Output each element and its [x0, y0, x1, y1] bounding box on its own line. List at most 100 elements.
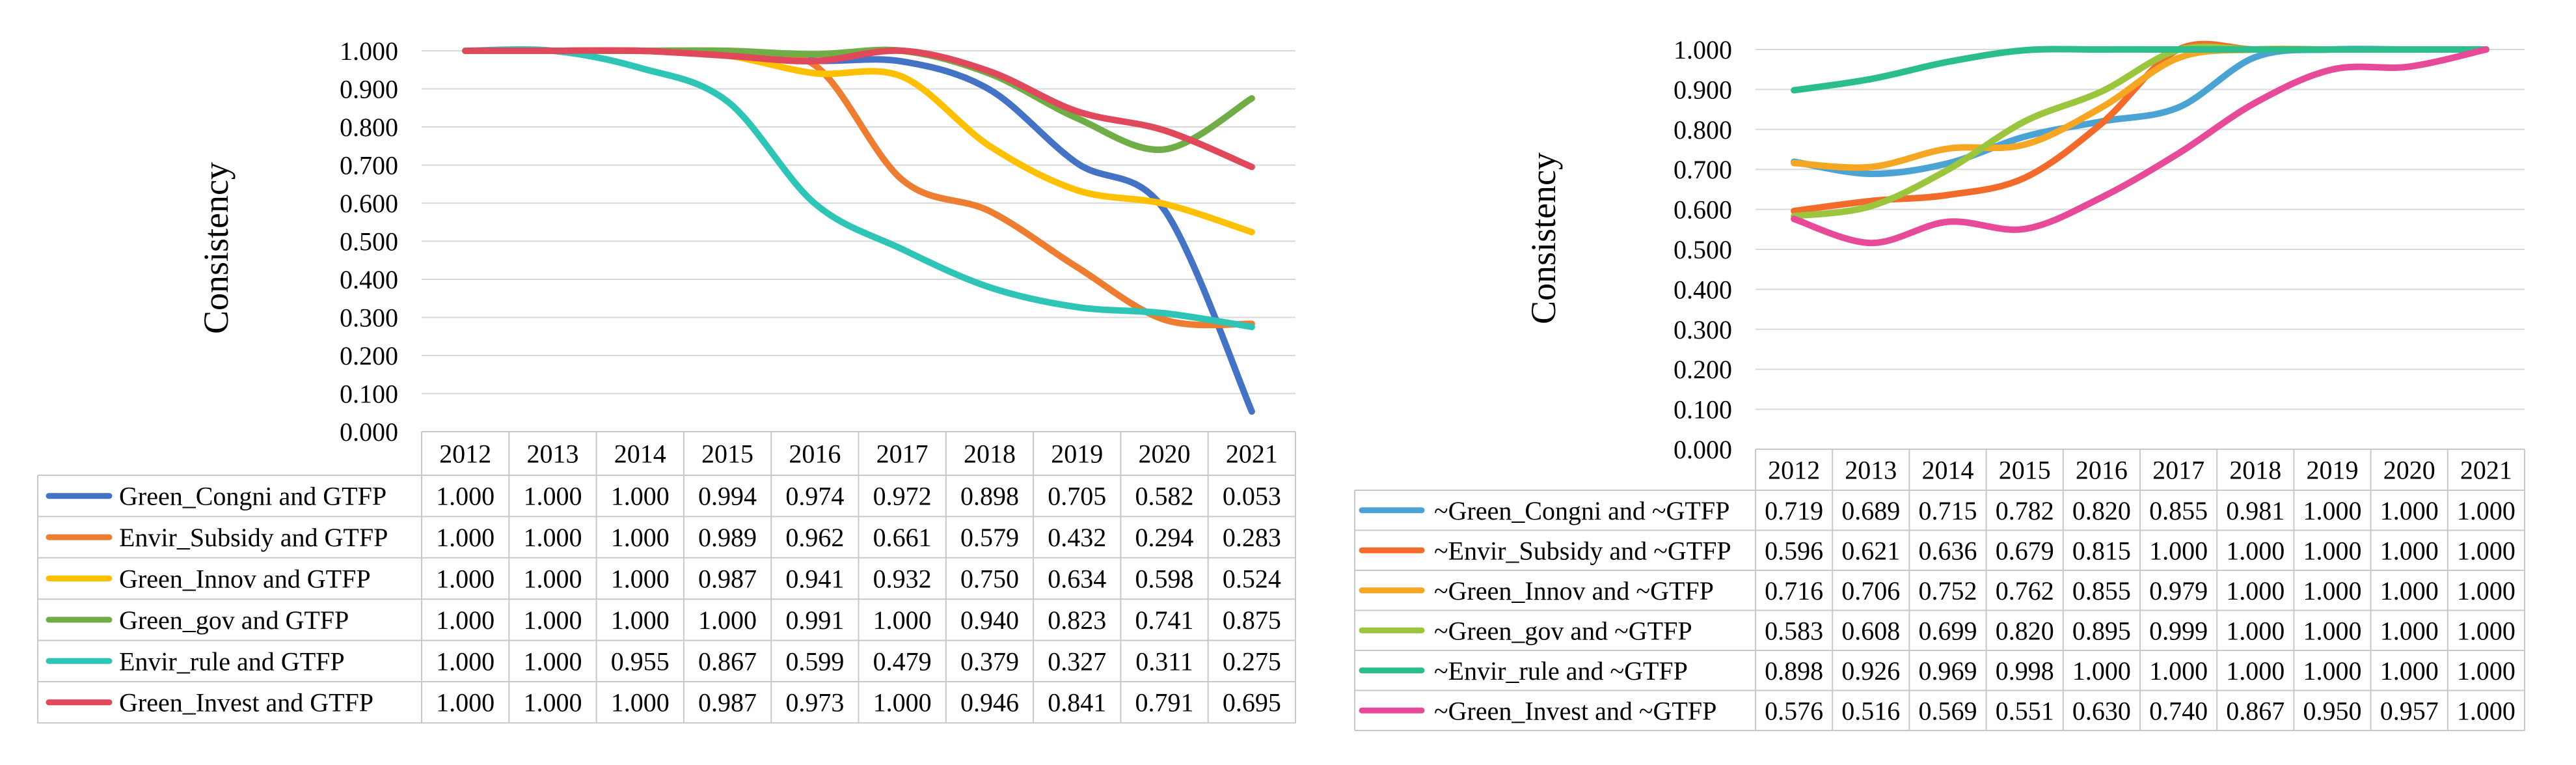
- x-category-label: 2019: [1051, 439, 1103, 469]
- data-value-label: 0.940: [960, 605, 1019, 635]
- data-value-label: 1.000: [436, 647, 495, 676]
- data-value-label: 0.583: [1765, 616, 1823, 645]
- y-axis-label: Consistency: [1524, 152, 1563, 324]
- data-value-label: 0.994: [698, 482, 757, 511]
- data-value-label: 0.815: [2072, 536, 2131, 565]
- data-value-label: 1.000: [611, 482, 670, 511]
- data-value-label: 0.741: [1135, 605, 1194, 635]
- data-value-label: 0.695: [1223, 688, 1281, 717]
- y-tick-label: 0.100: [340, 380, 398, 409]
- data-value-label: 0.582: [1135, 482, 1194, 511]
- series-name: ~Green_Invest and ~GTFP: [1434, 696, 1716, 725]
- plot-lines: [1791, 40, 2489, 247]
- data-value-label: 1.000: [611, 605, 670, 635]
- series-name: ~Green_Innov and ~GTFP: [1434, 576, 1714, 605]
- y-tick-label: 0.500: [340, 227, 398, 257]
- data-value-label: 0.311: [1135, 647, 1193, 676]
- x-category-label: 2017: [2152, 456, 2204, 485]
- data-value-label: 1.000: [436, 605, 495, 635]
- data-value-label: 0.841: [1048, 688, 1106, 717]
- data-value-label: 0.820: [1996, 616, 2054, 645]
- data-value-label: 0.479: [873, 647, 932, 676]
- data-value-label: 1.000: [436, 523, 495, 552]
- data-value-label: 0.636: [1919, 536, 1977, 565]
- data-value-label: 1.000: [2226, 656, 2285, 686]
- data-value-label: 0.823: [1048, 605, 1106, 635]
- data-value-label: 0.740: [2149, 696, 2208, 725]
- y-tick-label: 0.600: [340, 189, 398, 218]
- x-category-label: 2014: [614, 439, 666, 469]
- x-category-label: 2015: [701, 439, 753, 469]
- data-value-label: 0.379: [960, 647, 1019, 676]
- x-category-label: 2012: [439, 439, 491, 469]
- data-value-label: 0.998: [1996, 656, 2054, 686]
- series-line: [462, 46, 1255, 331]
- series-name: Envir_Subsidy and GTFP: [119, 523, 388, 552]
- x-category-label: 2018: [2229, 456, 2281, 485]
- data-value-label: 1.000: [2303, 576, 2362, 605]
- x-category-label: 2013: [526, 439, 578, 469]
- data-value-label: 1.000: [611, 688, 670, 717]
- data-value-label: 0.991: [785, 605, 844, 635]
- series-line: [462, 47, 1255, 236]
- data-value-label: 0.699: [1919, 616, 1977, 645]
- y-tick-label: 0.700: [340, 151, 398, 180]
- y-tick-label: 0.700: [1674, 155, 1732, 184]
- data-value-label: 0.898: [960, 482, 1019, 511]
- y-tick-label: 0.800: [1674, 115, 1732, 145]
- data-value-label: 0.283: [1223, 523, 1281, 552]
- series-name: ~Envir_Subsidy and ~GTFP: [1434, 536, 1731, 565]
- data-value-label: 0.715: [1919, 496, 1977, 525]
- data-value-label: 1.000: [2457, 616, 2515, 645]
- x-category-label: 2020: [2383, 456, 2435, 485]
- data-value-label: 1.000: [2457, 656, 2515, 686]
- data-value-label: 0.957: [2380, 696, 2439, 725]
- data-value-label: 0.750: [960, 564, 1019, 594]
- data-value-label: 0.762: [1996, 576, 2054, 605]
- x-category-label: 2021: [2460, 456, 2512, 485]
- data-value-label: 1.000: [2457, 536, 2515, 565]
- data-value-label: 1.000: [2303, 496, 2362, 525]
- data-value-label: 0.989: [698, 523, 757, 552]
- x-category-label: 2018: [964, 439, 1016, 469]
- series-name: Envir_rule and GTFP: [119, 647, 345, 676]
- data-value-label: 0.950: [2303, 696, 2362, 725]
- data-value-label: 0.551: [1996, 696, 2054, 725]
- data-value-label: 0.053: [1223, 482, 1281, 511]
- data-value-label: 0.867: [698, 647, 757, 676]
- data-value-label: 1.000: [2380, 496, 2439, 525]
- data-value-label: 0.516: [1841, 696, 1900, 725]
- series-line: [462, 47, 1255, 171]
- data-value-label: 1.000: [2072, 656, 2131, 686]
- y-tick-label: 0.200: [340, 341, 398, 370]
- data-value-label: 1.000: [698, 605, 757, 635]
- y-tick-label: 0.100: [1674, 395, 1732, 424]
- data-value-label: 1.000: [2149, 536, 2208, 565]
- y-tick-label: 0.300: [1674, 315, 1732, 344]
- y-tick-label: 0.900: [340, 75, 398, 104]
- data-value-label: 0.981: [2226, 496, 2285, 525]
- data-value-label: 0.875: [1223, 605, 1281, 635]
- data-value-label: 0.275: [1223, 647, 1281, 676]
- y-axis-label: Consistency: [197, 162, 236, 334]
- x-category-label: 2012: [1768, 456, 1820, 485]
- data-value-label: 0.946: [960, 688, 1019, 717]
- data-value-label: 0.987: [698, 688, 757, 717]
- x-category-label: 2019: [2307, 456, 2359, 485]
- data-value-label: 0.969: [1919, 656, 1977, 686]
- y-tick-label: 0.300: [340, 303, 398, 333]
- data-value-label: 0.719: [1765, 496, 1823, 525]
- data-value-label: 0.689: [1841, 496, 1900, 525]
- data-table: 2012 2013 2014 2015 2016 2017 2018 2019 2020 2021…: [37, 431, 1296, 724]
- data-value-label: 0.855: [2072, 576, 2131, 605]
- data-value-label: 0.955: [611, 647, 670, 676]
- data-value-label: 1.000: [2226, 616, 2285, 645]
- data-value-label: 1.000: [2226, 536, 2285, 565]
- data-value-label: 1.000: [2380, 536, 2439, 565]
- data-value-label: 0.705: [1048, 482, 1106, 511]
- data-value-label: 1.000: [2380, 576, 2439, 605]
- series-line: [1791, 46, 2489, 247]
- y-tick-label: 1.000: [1674, 35, 1732, 64]
- series-line: [462, 46, 1255, 154]
- series-line: [462, 47, 1255, 329]
